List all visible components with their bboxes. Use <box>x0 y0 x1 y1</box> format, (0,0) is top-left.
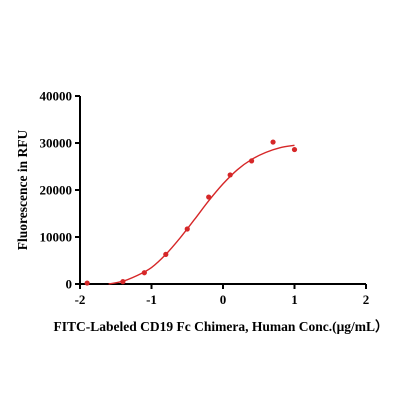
curve-layer <box>108 144 295 285</box>
y-axis-title: Fluorescence in RFU <box>15 130 30 251</box>
x-axis-title: FITC-Labeled CD19 Fc Chimera, Human Conc… <box>53 319 388 334</box>
x-tick-label: 2 <box>363 292 370 307</box>
y-tick-label: 30000 <box>40 136 73 151</box>
x-tick-label: 0 <box>220 292 227 307</box>
data-point <box>184 226 190 232</box>
x-tick-label: 1 <box>291 292 298 307</box>
data-point <box>227 172 233 178</box>
axes-layer <box>79 96 366 285</box>
y-tick-label: 40000 <box>40 89 73 104</box>
x-tick-label: -2 <box>75 292 86 307</box>
data-point <box>84 280 90 286</box>
data-point <box>120 279 126 285</box>
y-tick-label: 10000 <box>40 230 73 245</box>
points-layer <box>84 139 298 286</box>
data-point <box>141 270 147 276</box>
data-point <box>249 158 255 164</box>
fit-curve-line <box>108 144 295 285</box>
x-tick-label: -1 <box>146 292 157 307</box>
data-point <box>206 194 212 200</box>
data-point <box>291 146 298 153</box>
y-tick-label: 0 <box>66 277 73 292</box>
data-point <box>270 139 276 145</box>
y-tick-label: 20000 <box>40 183 73 198</box>
data-point <box>163 251 169 257</box>
ticks-layer: 0 10000 20000 30000 40000 -2 -1 0 1 2 <box>40 89 370 308</box>
